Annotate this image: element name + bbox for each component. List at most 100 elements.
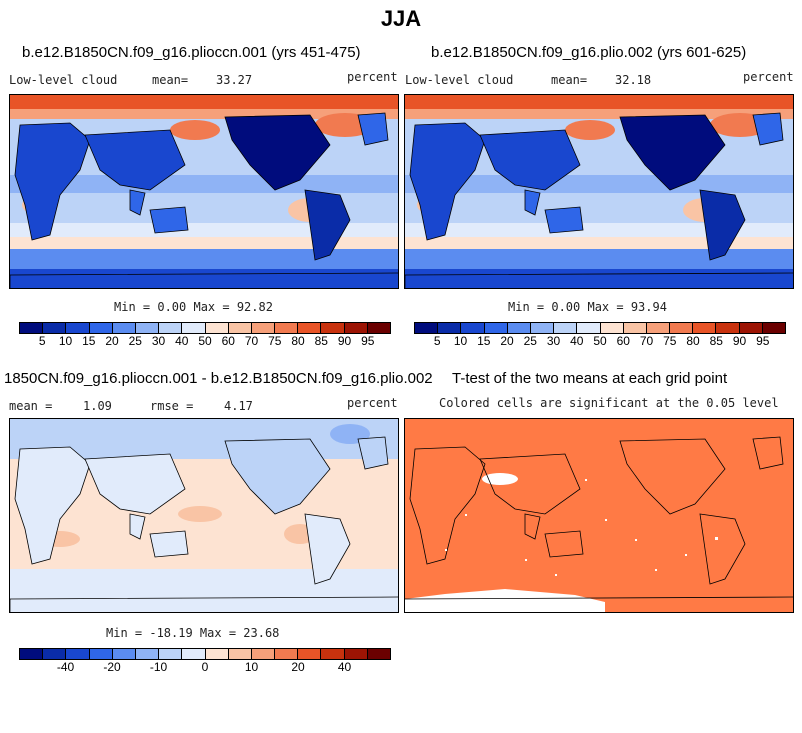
- panel2-colorbar-tick-label: 60: [616, 334, 630, 348]
- panel1-colorbar-swatch-2: [66, 323, 90, 333]
- panel2-colorbar-swatch-1: [438, 323, 462, 333]
- panel3-colorbar-swatch-3: [89, 649, 113, 659]
- panel3-colorbar-labels: -40 -20 -10 0 10 20 40: [19, 660, 389, 676]
- panel1-colorbar-swatch-1: [43, 323, 67, 333]
- panel3-colorbar-tick-label: 20: [291, 660, 305, 674]
- panel3-colorbar-tick-label: -20: [103, 660, 121, 674]
- panel2-colorbar-tick-label: 50: [593, 334, 607, 348]
- panel2-colorbar-tick-label: 20: [500, 334, 514, 348]
- panel1-colorbar-swatch-9: [228, 323, 252, 333]
- panel1-colorbar-swatch-6: [159, 323, 183, 333]
- panel2-colorbar-swatch-15: [762, 323, 785, 333]
- panel3-rmse-label: rmse =: [150, 399, 194, 413]
- panel3-mean-value: 1.09: [83, 399, 112, 413]
- panel3-colorbar-swatch-5: [135, 649, 160, 659]
- panel3-units: percent: [347, 396, 398, 410]
- panel1-colorbar-tick-label: 10: [58, 334, 73, 348]
- panel2-colorbar-swatch-5: [530, 323, 555, 333]
- panel2-map: [404, 94, 794, 289]
- panel1-colorbar-swatch-0: [20, 323, 44, 333]
- panel2-colorbar-swatch-9: [623, 323, 647, 333]
- panel3-colorbar-swatch-1: [43, 649, 67, 659]
- panel1-minmax: Min = 0.00 Max = 92.82: [114, 300, 273, 314]
- panel1-colorbar-tick-label: 90: [337, 334, 352, 348]
- panel2-colorbar-swatch-13: [716, 323, 740, 333]
- panel4-title: T-test of the two means at each grid poi…: [452, 370, 728, 387]
- panel3-mean-label: mean =: [9, 399, 53, 413]
- panel2-colorbar-swatch-6: [554, 323, 578, 333]
- panel1-units: percent: [347, 70, 398, 84]
- panel1-colorbar-swatch-5: [135, 323, 160, 333]
- panel1-colorbar-swatch-8: [205, 323, 229, 333]
- panel2-colorbar-swatch-3: [484, 323, 508, 333]
- panel1-colorbar-tick-label: 30: [151, 334, 166, 348]
- panel3-colorbar-swatch-15: [367, 649, 390, 659]
- panel1-colorbar-labels: 5 10 15 20 25 30 40 50 60 70 75 80 85 90 95: [19, 334, 389, 350]
- figure-title: JJA: [380, 6, 422, 31]
- panel3-map-svg: [10, 419, 398, 612]
- panel1-colorbar-tick-label: 70: [244, 334, 259, 348]
- panel1-map: [9, 94, 399, 289]
- panel1-colorbar-swatch-15: [367, 323, 390, 333]
- panel2-variable-label: Low-level cloud: [405, 73, 514, 87]
- panel1-colorbar: [19, 322, 391, 334]
- panel3-colorbar-swatch-14: [344, 649, 368, 659]
- panel3-colorbar-swatch-6: [159, 649, 183, 659]
- panel2-colorbar-tick-label: 95: [756, 334, 770, 348]
- panel3-colorbar: [19, 648, 391, 660]
- panel2-colorbar: [414, 322, 786, 334]
- panel1-map-svg: [10, 95, 398, 288]
- panel2-colorbar-tick-label: 70: [639, 334, 654, 348]
- panel3-colorbar-tick-label: 10: [244, 660, 259, 674]
- panel1-colorbar-tick-label: 85: [314, 334, 328, 348]
- panel1-colorbar-tick-label: 5: [38, 334, 46, 348]
- panel3-colorbar-swatch-0: [20, 649, 44, 659]
- panel3-colorbar-tick-label: 40: [337, 660, 352, 674]
- panel3-colorbar-tick-label: -40: [56, 660, 75, 674]
- panel2-colorbar-tick-label: 75: [663, 334, 677, 348]
- panel2-title: b.e12.B1850CN.f09_g16.plio.002 (yrs 601-…: [431, 44, 747, 61]
- panel1-colorbar-tick-label: 60: [221, 334, 235, 348]
- panel1-mean-label: mean=: [152, 73, 189, 87]
- panel3-colorbar-tick-label: 0: [201, 660, 209, 674]
- panel2-minmax: Min = 0.00 Max = 93.94: [508, 300, 667, 314]
- panel3-colorbar-swatch-2: [66, 649, 90, 659]
- panel2-colorbar-swatch-2: [461, 323, 485, 333]
- panel1-colorbar-tick-label: 15: [82, 334, 96, 348]
- panel2-colorbar-swatch-4: [507, 323, 531, 333]
- panel4-map-svg: [405, 419, 793, 612]
- panel2-colorbar-tick-label: 10: [453, 334, 468, 348]
- panel4-subtitle: Colored cells are significant at the 0.0…: [439, 396, 779, 410]
- panel2-units: percent: [743, 70, 794, 84]
- panel3-rmse-value: 4.17: [224, 399, 253, 413]
- panel1-colorbar-swatch-14: [344, 323, 368, 333]
- panel1-variable-label: Low-level cloud: [9, 73, 118, 87]
- panel2-map-svg: [405, 95, 793, 288]
- panel2-colorbar-tick-label: 15: [477, 334, 491, 348]
- panel2-colorbar-swatch-11: [670, 323, 694, 333]
- panel1-colorbar-swatch-10: [251, 323, 276, 333]
- panel2-colorbar-swatch-7: [577, 323, 601, 333]
- panel2-colorbar-tick-label: 40: [570, 334, 584, 348]
- panel2-colorbar-swatch-14: [739, 323, 763, 333]
- panel1-colorbar-tick-label: 95: [361, 334, 375, 348]
- panel3-colorbar-swatch-7: [182, 649, 206, 659]
- panel3-title: 1850CN.f09_g16.plioccn.001 - b.e12.B1850…: [4, 370, 433, 387]
- panel2-colorbar-swatch-12: [693, 323, 717, 333]
- panel3-colorbar-swatch-10: [251, 649, 276, 659]
- panel3-colorbar-swatch-11: [275, 649, 299, 659]
- panel3-colorbar-swatch-13: [321, 649, 345, 659]
- panel3-colorbar-swatch-9: [228, 649, 252, 659]
- panel2-colorbar-tick-label: 80: [686, 334, 700, 348]
- panel3-colorbar-tick-label: -10: [149, 660, 168, 674]
- panel1-colorbar-swatch-12: [298, 323, 322, 333]
- panel1-colorbar-tick-label: 40: [175, 334, 189, 348]
- panel3-colorbar-swatch-8: [205, 649, 229, 659]
- panel1-colorbar-tick-label: 25: [128, 334, 142, 348]
- panel2-mean-value: 32.18: [615, 73, 652, 87]
- panel2-colorbar-swatch-0: [415, 323, 439, 333]
- panel4-map: [404, 418, 794, 613]
- panel1-colorbar-tick-label: 50: [198, 334, 212, 348]
- panel3-colorbar-swatch-12: [298, 649, 322, 659]
- panel3-map: [9, 418, 399, 613]
